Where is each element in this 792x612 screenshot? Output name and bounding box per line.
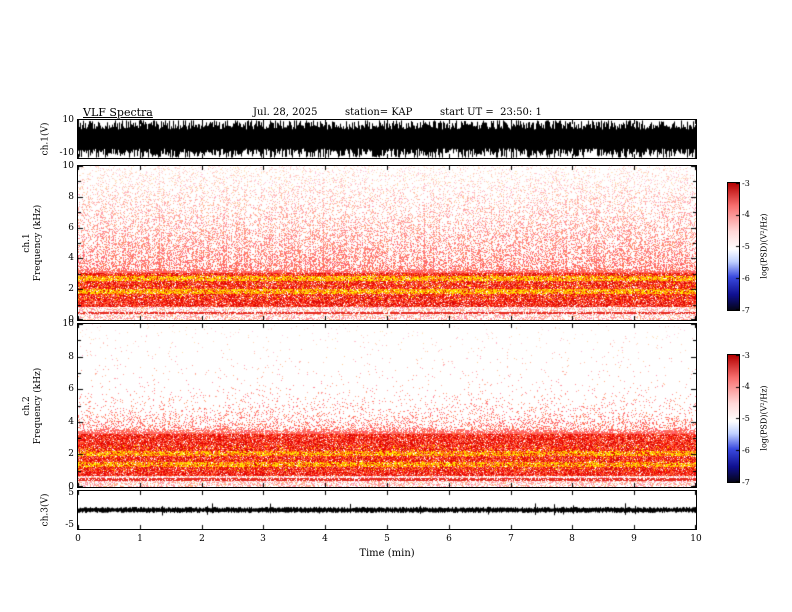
ch2-spec-frequency-label: Frequency (kHz): [33, 368, 44, 445]
ch3-waveform-panel: [77, 490, 697, 530]
colorbar-tick: -3: [742, 179, 750, 188]
ch1-wave-ymax-label: 10: [48, 115, 74, 125]
ch1-spec-ytick: 10: [48, 161, 74, 171]
ch1-spec-ytick: 2: [48, 284, 74, 294]
colorbar-tick: -4: [742, 382, 750, 391]
ch3-wave-ymin-label: -5: [48, 520, 74, 530]
x-tick-label: 8: [561, 534, 583, 544]
x-tick-label: 0: [67, 534, 89, 544]
colorbar-ch1-label: log(PSD)(V²/Hz): [759, 213, 770, 278]
colorbar-tick: -6: [742, 446, 750, 455]
ch1-wave-ymin-label: -10: [48, 148, 74, 158]
colorbar-ch1: [727, 182, 740, 311]
colorbar-tick: -5: [742, 414, 750, 423]
vlf-spectra-figure: VLF Spectra Jul. 28, 2025 station= KAP s…: [0, 0, 792, 612]
x-tick-label: 4: [314, 534, 336, 544]
colorbar-tick: -7: [742, 306, 750, 315]
colorbar-ch2-canvas: [728, 355, 739, 482]
figure-start-ut: start UT = 23:50: 1: [440, 107, 542, 118]
x-tick-label: 7: [500, 534, 522, 544]
ch1-spec-ytick: 6: [48, 223, 74, 233]
ch1-waveform-canvas: [78, 120, 696, 158]
ch1-spec-channel-label: ch.1: [22, 205, 33, 282]
ch2-spec-ytick: 6: [48, 384, 74, 394]
ch2-spec-channel-label: ch.2: [22, 368, 33, 445]
colorbar-ch2: [727, 354, 740, 483]
ch3-waveform-canvas: [78, 491, 696, 529]
ch2-spectrogram-panel: [77, 323, 697, 488]
colorbar-tick: -3: [742, 351, 750, 360]
figure-date: Jul. 28, 2025: [253, 107, 318, 118]
x-tick-label: 1: [129, 534, 151, 544]
ch2-spec-ytick: 8: [48, 352, 74, 362]
x-tick-label: 3: [252, 534, 274, 544]
ch2-spectrogram-canvas: [78, 324, 696, 487]
ch1-spec-frequency-label: Frequency (kHz): [33, 205, 44, 282]
ch1-spec-axis-label: ch.1 Frequency (kHz): [22, 205, 44, 282]
x-tick-label: 9: [623, 534, 645, 544]
x-tick-label: 5: [376, 534, 398, 544]
x-tick-label: 6: [438, 534, 460, 544]
ch2-spec-axis-label: ch.2 Frequency (kHz): [22, 368, 44, 445]
colorbar-tick: -4: [742, 210, 750, 219]
ch1-spec-ytick: 4: [48, 253, 74, 263]
x-tick-label: 10: [685, 534, 707, 544]
x-axis-title: Time (min): [352, 548, 422, 559]
ch1-spectrogram-panel: [77, 165, 697, 321]
ch1-spec-ytick: 8: [48, 192, 74, 202]
x-tick-label: 2: [191, 534, 213, 544]
ch3-wave-ymax-label: 5: [48, 488, 74, 498]
ch2-spec-ytick: 2: [48, 449, 74, 459]
ch2-spec-ytick: 10: [48, 319, 74, 329]
figure-title: VLF Spectra: [83, 106, 153, 119]
ch1-spectrogram-canvas: [78, 166, 696, 320]
colorbar-ch1-canvas: [728, 183, 739, 310]
colorbar-tick: -5: [742, 242, 750, 251]
colorbar-ch2-label: log(PSD)(V²/Hz): [759, 385, 770, 450]
colorbar-tick: -7: [742, 478, 750, 487]
ch1-wave-axis-label: ch.1(V): [41, 123, 52, 156]
ch3-wave-axis-label: ch.3(V): [41, 494, 52, 527]
ch2-spec-ytick: 4: [48, 417, 74, 427]
figure-station: station= KAP: [345, 107, 412, 118]
ch1-waveform-panel: [77, 119, 697, 159]
colorbar-tick: -6: [742, 274, 750, 283]
